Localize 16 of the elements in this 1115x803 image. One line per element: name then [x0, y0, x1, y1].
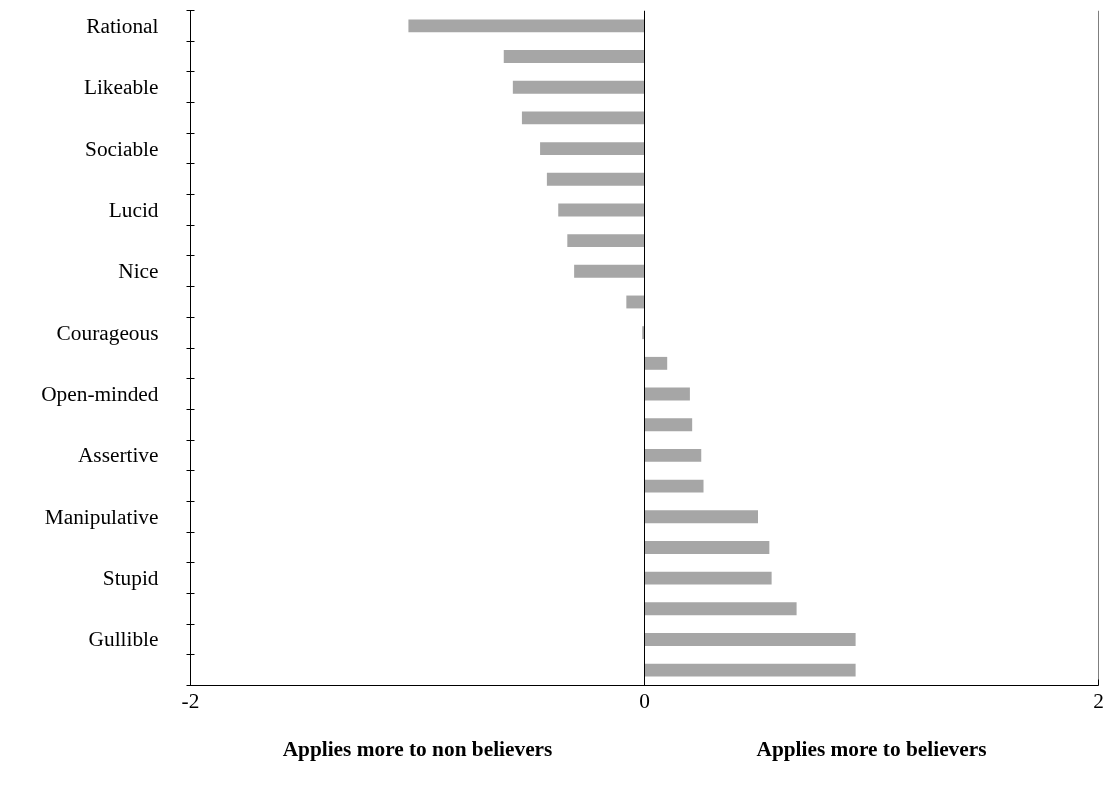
y-tick-label: Courageous — [56, 320, 159, 345]
y-tick-label: Sociable — [85, 136, 159, 161]
y-tick-label: Stupid — [102, 566, 159, 591]
x-tick-label: -2 — [181, 688, 200, 713]
text: Applies more to believers — [756, 736, 987, 761]
x-tick-label: 0 — [639, 688, 650, 713]
y-tick-label: Assertive — [77, 443, 159, 468]
y-tick-label: Nice — [118, 259, 159, 284]
y-tick-label: Gullible — [88, 627, 159, 652]
text: Applies more to non believers — [282, 736, 553, 761]
y-tick-label: Likeable — [83, 75, 159, 100]
y-tick-label: Manipulative — [44, 504, 159, 529]
y-tick-label: Rational — [86, 13, 159, 38]
y-tick-label: Open-minded — [41, 382, 159, 407]
y-tick-label: Lucid — [108, 197, 159, 222]
x-tick-label: 2 — [1093, 688, 1104, 713]
